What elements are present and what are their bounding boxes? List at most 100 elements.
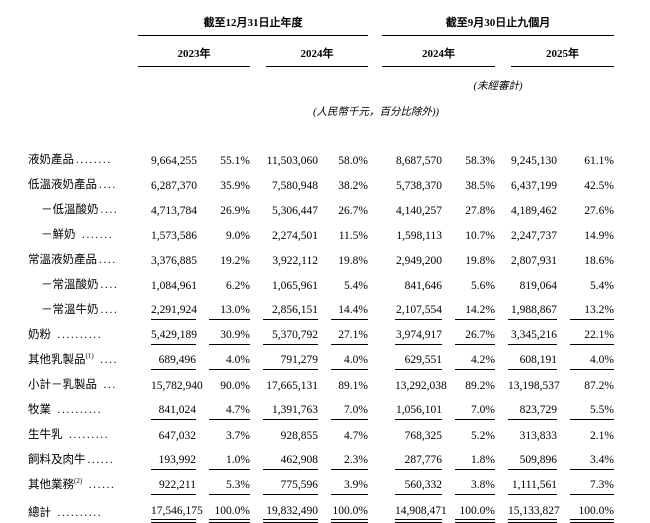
percent-cell: 87.2%	[584, 380, 614, 392]
amount-cell: 1,111,561	[495, 470, 557, 495]
percent-cell: 27.8%	[465, 205, 495, 217]
percent-cell: 5.3%	[196, 470, 250, 495]
table-row: 其他乳製品(1) .... 689,496 4.0% 791,279 4.0% 629,5…	[28, 345, 614, 370]
table-row: 飼料及肉牛...... 193,992 1.0% 462,908 2.3% 287,776…	[28, 445, 614, 470]
table-row: 總計 .......... 17,546,175 100.0% 19,832,490 1…	[28, 495, 614, 523]
amount-cell: 17,665,131	[266, 380, 318, 392]
dot-leader: ......	[87, 454, 115, 466]
column-gap	[368, 395, 382, 420]
amount-cell: 5,429,189	[138, 320, 197, 345]
year-header-2025-9m: 2025年	[495, 36, 614, 67]
row-label: 牧業 ..........	[28, 395, 138, 420]
percent-cell: 1.8%	[442, 445, 495, 470]
amount-cell: 3,974,917	[382, 320, 442, 345]
column-gap	[368, 245, 382, 270]
table-body: 液奶產品........ 9,664,255 55.1% 11,503,060 58.0…	[28, 145, 614, 523]
amount-cell: 13,292,038	[395, 380, 447, 392]
percent-cell: 30.9%	[196, 320, 250, 345]
percent-cell: 61.1%	[584, 155, 614, 167]
percent-cell: 7.3%	[557, 470, 614, 495]
percent-cell: 13.2%	[557, 295, 614, 320]
table-row: 小計－乳製品 ... 15,782,940 90.0% 17,665,131 89.1%…	[28, 370, 614, 395]
percent-cell: 1.0%	[196, 445, 250, 470]
period-group-1-title: 截至12月31日止年度	[138, 14, 368, 36]
percent-cell: 18.6%	[584, 255, 614, 267]
column-gap	[368, 195, 382, 220]
percent-cell: 7.0%	[318, 395, 368, 420]
row-label-text: 常溫液奶產品	[28, 254, 97, 266]
amount-cell: 17,546,175	[138, 495, 203, 523]
row-label: 飼料及肉牛......	[28, 445, 138, 470]
percent-cell: 14.4%	[318, 295, 368, 320]
percent-cell: 5.4%	[344, 280, 368, 292]
amount-cell: 1,056,101	[382, 395, 442, 420]
percent-cell: 14.9%	[584, 230, 614, 242]
percent-cell: 5.5%	[557, 395, 614, 420]
percent-cell: 58.0%	[338, 155, 368, 167]
amount-cell: 462,908	[250, 445, 318, 470]
percent-cell: 7.0%	[442, 395, 495, 420]
column-gap	[368, 345, 382, 370]
currency-unit-note: (人民幣千元，百分比除外))	[313, 107, 439, 118]
unit-note-row: (人民幣千元，百分比除外))	[28, 93, 614, 145]
amount-cell: 2,291,924	[138, 295, 197, 320]
percent-cell: 5.2%	[471, 430, 495, 442]
amount-cell: 2,856,151	[250, 295, 318, 320]
percent-cell: 19.8%	[465, 255, 495, 267]
row-label: 常溫液奶產品....	[28, 245, 138, 270]
table-row: 生牛乳 ......... 647,032 3.7% 928,855 4.7% 768,3…	[28, 420, 614, 445]
amount-cell: 841,024	[138, 395, 196, 420]
amount-cell: 2,949,200	[396, 255, 442, 267]
amount-cell: 313,833	[519, 430, 557, 442]
amount-cell: 3,922,112	[272, 255, 318, 267]
percent-cell: 2.3%	[318, 445, 368, 470]
row-label: 小計－乳製品 ...	[28, 370, 138, 395]
percent-cell: 10.7%	[465, 230, 495, 242]
row-label: 生牛乳 .........	[28, 420, 138, 445]
amount-cell: 9,245,130	[511, 155, 557, 167]
percent-cell: 13.0%	[196, 295, 250, 320]
percent-cell: 27.6%	[584, 205, 614, 217]
amount-cell: 193,992	[138, 445, 196, 470]
label-column-spacer	[28, 14, 138, 36]
dot-leader: ....	[95, 354, 119, 366]
amount-cell: 13,198,537	[508, 380, 560, 392]
row-label: －鮮奶 .......	[28, 220, 138, 245]
row-label-text: －常溫酸奶	[41, 279, 99, 291]
column-gap	[368, 320, 382, 345]
revenue-breakdown-table: 截至12月31日止年度 截至9月30日止九個月 2023年 2024年 2024…	[28, 14, 614, 523]
percent-cell: 4.7%	[344, 430, 368, 442]
amount-cell: 689,496	[138, 345, 196, 370]
table-row: 其他業務(2) ...... 922,211 5.3% 775,596 3.9% 560,…	[28, 470, 614, 495]
table-row: 液奶產品........ 9,664,255 55.1% 11,503,060 58.0…	[28, 145, 614, 170]
row-label: 其他業務(2) ......	[28, 470, 138, 495]
amount-cell: 5,306,447	[272, 205, 318, 217]
row-label: 奶粉 ..........	[28, 320, 138, 345]
row-label-text: 其他業務	[28, 479, 74, 491]
amount-cell: 2,247,737	[511, 230, 557, 242]
percent-cell: 5.6%	[471, 280, 495, 292]
amount-cell: 9,664,255	[151, 155, 197, 167]
percent-cell: 19.8%	[338, 255, 368, 267]
amount-cell: 823,729	[495, 395, 557, 420]
column-gap	[368, 420, 382, 445]
amount-cell: 509,896	[495, 445, 557, 470]
percent-cell: 100.0%	[318, 495, 368, 523]
percent-cell: 9.0%	[226, 230, 250, 242]
row-label: 液奶產品........	[28, 145, 138, 170]
row-label-text: 低溫液奶產品	[28, 179, 97, 191]
amount-cell: 791,279	[250, 345, 318, 370]
dot-leader: ..........	[53, 507, 103, 519]
amount-cell: 4,189,462	[511, 205, 557, 217]
table-row: －鮮奶 ....... 1,573,586 9.0% 2,274,501 11.5% 1,…	[28, 220, 614, 245]
period-group-1-header: 截至12月31日止年度	[138, 14, 368, 36]
amount-cell: 4,140,257	[396, 205, 442, 217]
row-label-text: 其他乳製品	[28, 354, 86, 366]
amount-cell: 2,807,931	[511, 255, 557, 267]
dot-leader: ....	[100, 304, 119, 316]
percent-cell: 3.7%	[226, 430, 250, 442]
dot-leader: ......	[84, 479, 116, 491]
column-gap	[368, 495, 382, 523]
amount-cell: 3,345,216	[495, 320, 557, 345]
row-label-text: 生牛乳	[28, 429, 63, 441]
